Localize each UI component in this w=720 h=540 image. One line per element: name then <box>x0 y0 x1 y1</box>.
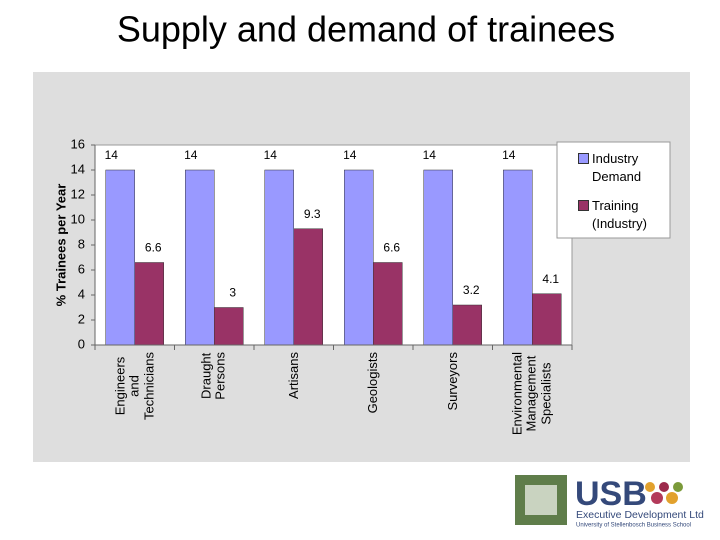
value-label: 6.6 <box>145 241 162 255</box>
bar <box>532 293 562 346</box>
y-tick-label: 0 <box>78 336 85 351</box>
slide-title: Supply and demand of trainees <box>117 9 615 50</box>
x-tick-label: Geologists <box>365 352 381 414</box>
bar <box>264 169 294 346</box>
x-tick-label: Artisans <box>285 352 301 399</box>
value-label: 14 <box>184 148 198 162</box>
y-tick-label: 6 <box>78 261 85 276</box>
value-label: 4.1 <box>542 272 559 286</box>
logo-dot <box>651 492 663 504</box>
logo-photo-building <box>525 485 557 515</box>
legend-box <box>556 141 671 239</box>
logo-line1: Executive Development Ltd <box>576 509 704 521</box>
bar <box>423 169 453 346</box>
legend-label: Industry Demand <box>592 151 642 184</box>
y-tick-label: 14 <box>71 161 85 176</box>
bar <box>134 262 164 346</box>
logo-dot <box>659 482 669 492</box>
x-tick-label: Draught Persons <box>198 352 229 400</box>
legend-swatch <box>578 153 589 164</box>
value-label: 14 <box>343 148 357 162</box>
value-label: 14 <box>502 148 516 162</box>
bar <box>185 169 215 346</box>
y-tick-label: 10 <box>71 211 85 226</box>
bar <box>344 169 374 346</box>
logo-dot <box>673 482 683 492</box>
y-axis-title: % Trainees per Year <box>53 184 68 307</box>
y-tick-label: 16 <box>71 136 85 151</box>
bar <box>503 169 533 346</box>
logo-dot <box>645 482 655 492</box>
plot-area <box>94 144 573 346</box>
x-tick-label: Surveyors <box>444 352 460 411</box>
value-label: 3 <box>229 286 236 300</box>
value-label: 14 <box>423 148 437 162</box>
value-label: 14 <box>105 148 119 162</box>
bar <box>214 307 244 346</box>
bar <box>373 262 403 346</box>
legend-label: Training (Industry) <box>592 198 647 231</box>
y-tick-label: 4 <box>78 286 85 301</box>
x-tick-label: Environmental Management Specialists <box>509 352 554 436</box>
bar <box>452 304 482 346</box>
x-tick-label: Engineers and Technicians <box>112 352 156 420</box>
value-label: 3.2 <box>463 283 480 297</box>
value-label: 14 <box>264 148 278 162</box>
legend-swatch <box>578 200 589 211</box>
y-tick-label: 8 <box>78 236 85 251</box>
logo-line2: University of Stellenbosch Business Scho… <box>576 523 691 529</box>
y-tick-label: 2 <box>78 311 85 326</box>
logo-dot <box>666 492 678 504</box>
bar <box>293 228 323 346</box>
y-tick-label: 12 <box>71 186 85 201</box>
value-label: 9.3 <box>304 207 321 221</box>
value-label: 6.6 <box>383 241 400 255</box>
logo-brand: USB <box>575 475 647 513</box>
bar <box>105 169 135 346</box>
